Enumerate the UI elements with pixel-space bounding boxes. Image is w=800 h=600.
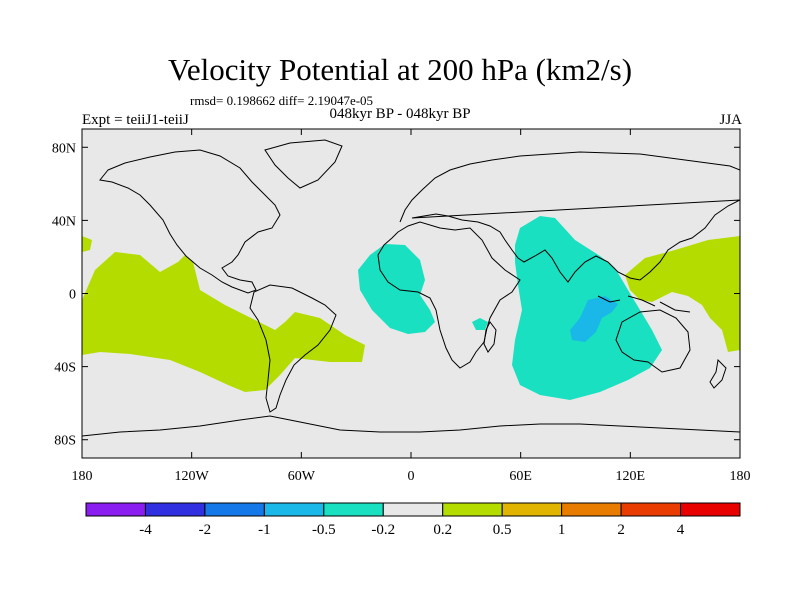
colorbar-label: 0.5	[493, 522, 512, 538]
coast-north-america	[99, 149, 281, 294]
strong-negative-region-indian	[570, 296, 618, 342]
colorbar-swatch	[263, 502, 325, 517]
colorbar-label: -0.5	[312, 522, 336, 538]
colorbar-swatch	[561, 502, 622, 517]
colorbar-label: 1	[558, 522, 566, 538]
coast-greenland	[264, 139, 343, 189]
coast-madagascar	[483, 321, 497, 353]
colorbar-label: 4	[677, 522, 685, 538]
colorbar-swatch	[382, 502, 444, 517]
colorbar-swatch	[144, 502, 206, 517]
coastlines	[82, 139, 740, 437]
colorbar-swatch	[442, 502, 503, 517]
experiment-label: Expt = teiiJ1-teiiJ	[82, 112, 189, 128]
negative-region-mozambique	[472, 318, 488, 330]
positive-region-west-pacific	[625, 236, 740, 352]
coast-new-zealand	[709, 358, 727, 389]
negative-region-atlantic	[358, 244, 435, 334]
lat-tick-label: 80N	[52, 141, 76, 156]
lat-tick-label: 0	[69, 288, 76, 303]
colorbar-swatch	[680, 502, 741, 517]
season-label: JJA	[719, 112, 742, 128]
longitude-axis: 180 120W 60W 0 60E 120E 180	[72, 129, 751, 484]
colorbar-swatch	[620, 502, 682, 517]
colorbar-label: -2	[199, 522, 212, 538]
colorbar-swatch	[323, 502, 384, 517]
coast-antarctica	[82, 415, 740, 437]
positive-region-pacific-west	[82, 236, 92, 252]
colorbar-label: -0.2	[371, 522, 395, 538]
main-title: Velocity Potential at 200 hPa (km2/s)	[167, 52, 633, 87]
colorbar: -4 -2 -1 -0.5 -0.2 0.2 0.5 1 2 4	[85, 502, 741, 538]
colorbar-label: -1	[258, 522, 271, 538]
coast-australia	[615, 309, 691, 373]
latitude-axis: 80N 40N 0 40S 80S	[52, 141, 740, 449]
lon-tick-label: 120E	[616, 469, 646, 484]
lon-tick-label: 120W	[175, 469, 210, 484]
colorbar-swatch	[85, 502, 146, 517]
period-line: 048kyr BP - 048kyr BP	[329, 106, 471, 122]
lon-tick-label: 60W	[288, 469, 316, 484]
lat-tick-label: 80S	[54, 434, 76, 449]
lon-tick-label: 0	[408, 469, 415, 484]
lon-tick-label: 60E	[509, 469, 532, 484]
lon-tick-label: 180	[730, 469, 751, 484]
lon-tick-label: 180	[72, 469, 93, 484]
colorbar-label: 2	[617, 522, 625, 538]
lat-tick-label: 40N	[52, 214, 76, 229]
coast-eurasia	[399, 151, 740, 283]
colorbar-label: -4	[139, 522, 152, 538]
positive-region-pacific	[82, 252, 365, 392]
stats-line: rmsd= 0.198662 diff= 2.19047e-05	[190, 93, 374, 108]
colorbar-label: 0.2	[433, 522, 452, 538]
colorbar-swatch	[501, 502, 563, 517]
coast-indonesia	[597, 295, 691, 313]
colorbar-swatch	[204, 502, 265, 517]
coast-europe-africa	[377, 221, 521, 369]
lat-tick-label: 40S	[54, 361, 76, 376]
coast-south-america	[249, 284, 337, 413]
